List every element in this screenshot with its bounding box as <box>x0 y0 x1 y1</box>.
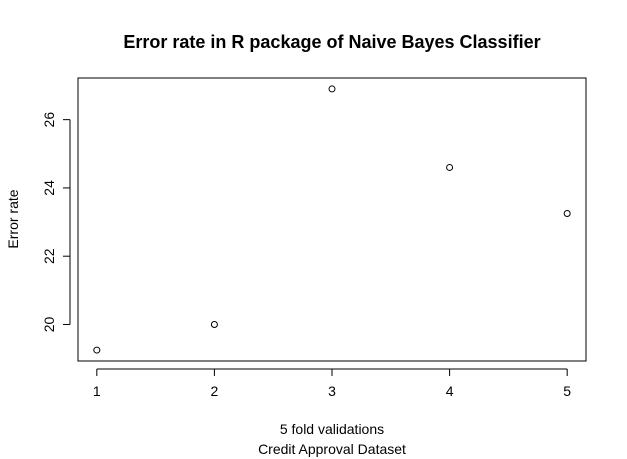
y-tick-label: 22 <box>41 248 57 264</box>
data-point <box>93 346 101 354</box>
data-point <box>446 163 454 171</box>
data-points <box>93 85 571 354</box>
x-tick-label: 1 <box>93 383 101 399</box>
x-axis: 1 2 3 4 5 <box>93 368 571 399</box>
plot-frame <box>77 77 587 362</box>
x-axis-label: 5 fold validations <box>280 421 384 437</box>
x-tick-label: 2 <box>211 383 219 399</box>
data-point <box>210 320 218 328</box>
y-axis: 20 22 24 26 <box>41 112 71 332</box>
x-axis-sublabel: Credit Approval Dataset <box>258 441 406 457</box>
x-tick-label: 4 <box>446 383 454 399</box>
x-tick-label: 3 <box>328 383 336 399</box>
y-tick-label: 20 <box>41 316 57 332</box>
y-tick-label: 24 <box>41 180 57 196</box>
data-point <box>563 210 571 218</box>
y-axis-label: Error rate <box>5 189 21 248</box>
data-point <box>328 85 336 93</box>
chart-title: Error rate in R package of Naive Bayes C… <box>123 32 540 52</box>
x-tick-label: 5 <box>563 383 571 399</box>
y-tick-label: 26 <box>41 112 57 128</box>
